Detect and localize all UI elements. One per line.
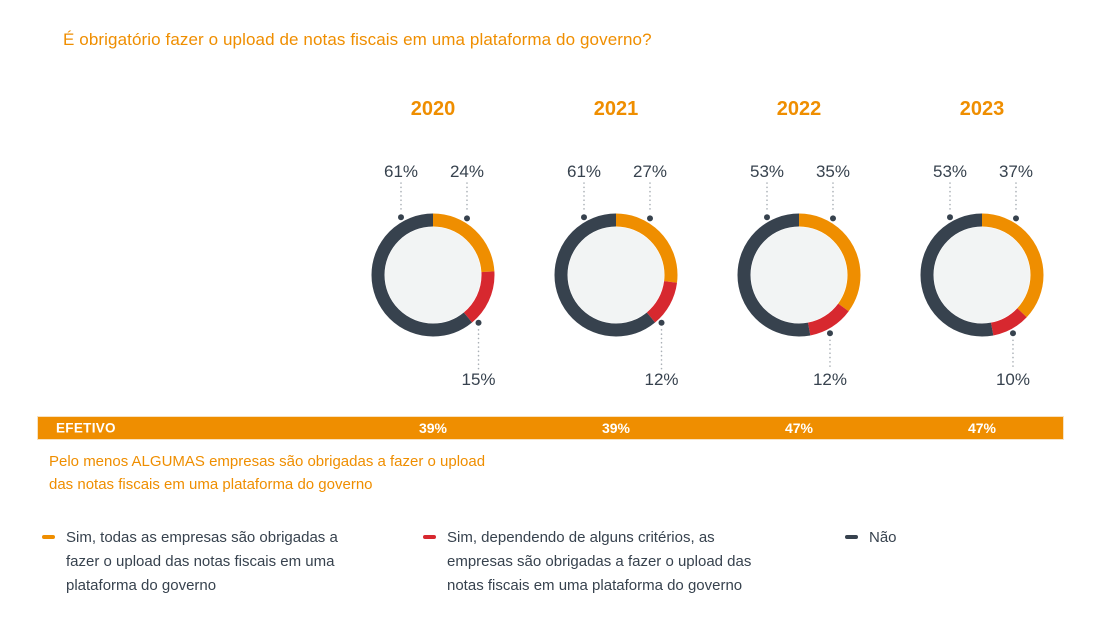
percent-label-nao-2021: 61%	[567, 162, 601, 181]
legend-label-0: Sim, todas as empresas são obrigadas a f…	[66, 529, 338, 594]
leader-dot	[829, 215, 836, 222]
donut-column-2021: 2021 61% 27% 12%	[516, 98, 716, 400]
donut-column-2022: 2022 53% 35% 12%	[699, 98, 899, 400]
legend-item-1: Sim, dependendo de alguns critérios, as …	[423, 526, 769, 598]
donut-chart-2022: 53% 35% 12%	[737, 162, 861, 389]
efetivo-bar-label: EFETIVO	[56, 420, 116, 436]
leader-dot	[947, 214, 954, 221]
percent-label-sim-dependendo-2021: 12%	[644, 370, 678, 389]
efetivo-note-line1: Pelo menos ALGUMAS empresas são obrigada…	[49, 453, 486, 470]
efetivo-note-line2: das notas fiscais em uma plataforma do g…	[49, 476, 373, 493]
leader-dot	[764, 214, 771, 221]
leader-dot	[475, 319, 482, 326]
donut-column-2020: 2020 61% 24% 15%	[333, 98, 533, 400]
legend-dash-icon	[42, 535, 55, 539]
legend-dash-icon	[423, 535, 436, 539]
percent-label-nao-2023: 53%	[933, 162, 967, 181]
efetivo-value-2023: 47%	[967, 420, 997, 436]
percent-label-nao-2020: 61%	[384, 162, 418, 181]
efetivo-value-2021: 39%	[601, 420, 631, 436]
leader-dot	[1009, 330, 1016, 337]
year-label-2022: 2022	[776, 98, 822, 120]
donut-charts-row: 2020 61% 24% 15% 2021 61% 27% 12% 2022 53% 35% 12% 2…	[333, 98, 1082, 400]
legend-item-2: Não	[845, 526, 959, 550]
legend-item-0: Sim, todas as empresas são obrigadas a f…	[42, 526, 344, 598]
percent-label-sim-todas-2021: 27%	[633, 162, 667, 181]
donut-chart-2021: 61% 27% 12%	[554, 162, 679, 389]
percent-label-sim-todas-2022: 35%	[816, 162, 850, 181]
legend-label-1: Sim, dependendo de alguns critérios, as …	[447, 529, 752, 594]
percent-label-nao-2022: 53%	[750, 162, 784, 181]
leader-dot	[1012, 215, 1019, 222]
efetivo-value-2020: 39%	[418, 420, 448, 436]
year-label-2023: 2023	[959, 98, 1005, 120]
percent-label-sim-todas-2023: 37%	[999, 162, 1033, 181]
legend-dash-icon	[845, 535, 858, 539]
leader-dot	[398, 214, 405, 221]
leader-dot	[646, 215, 653, 222]
donut-column-2023: 2023 53% 37% 10%	[882, 98, 1082, 400]
percent-label-sim-todas-2020: 24%	[450, 162, 484, 181]
efetivo-value-2022: 47%	[784, 420, 814, 436]
year-label-2021: 2021	[593, 98, 639, 120]
year-label-2020: 2020	[410, 98, 456, 120]
percent-label-sim-dependendo-2023: 10%	[996, 370, 1030, 389]
percent-label-sim-dependendo-2020: 15%	[461, 370, 495, 389]
leader-dot	[463, 215, 470, 222]
efetivo-note: Pelo menos ALGUMAS empresas são obrigada…	[49, 450, 485, 496]
percent-label-sim-dependendo-2022: 12%	[813, 370, 847, 389]
donut-chart-2023: 53% 37% 10%	[920, 162, 1044, 389]
leader-dot	[826, 330, 833, 337]
donut-chart-2020: 61% 24% 15%	[371, 162, 496, 389]
legend-label-2: Não	[869, 529, 897, 546]
chart-title: É obrigatório fazer o upload de notas fi…	[63, 30, 652, 49]
leader-dot	[581, 214, 588, 221]
efetivo-bar: EFETIVO 39% 39% 47% 47%	[37, 416, 1064, 440]
leader-dot	[658, 319, 665, 326]
